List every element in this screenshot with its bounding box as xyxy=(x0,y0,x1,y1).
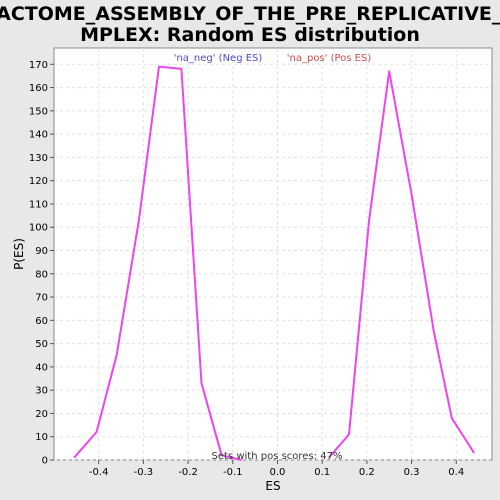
y-tick-label: 20 xyxy=(35,409,48,420)
chart-title-line-2: MPLEX: Random ES distribution xyxy=(80,24,420,46)
y-tick-label: 110 xyxy=(29,199,48,210)
y-tick-label: 100 xyxy=(29,223,48,234)
plot-area xyxy=(53,47,493,461)
x-tick-label: 0.1 xyxy=(314,467,330,478)
x-tick-label: 0.2 xyxy=(359,467,375,478)
y-tick-label: 0 xyxy=(42,456,48,467)
y-tick-label: 150 xyxy=(29,106,48,117)
x-tick-label: 0.0 xyxy=(270,467,286,478)
y-tick-label: 10 xyxy=(35,432,48,443)
y-axis-label: P(ES) xyxy=(12,238,26,270)
x-tick-label: -0.3 xyxy=(134,467,154,478)
y-tick-label: 70 xyxy=(35,293,48,304)
x-tick-label: 0.3 xyxy=(404,467,420,478)
series-line-1 xyxy=(73,65,242,461)
pos-scores-annotation: Sets with pos scores: 47% xyxy=(212,451,343,462)
y-tick-label: 140 xyxy=(29,130,48,141)
y-tick-label: 120 xyxy=(29,176,48,187)
series-layer xyxy=(73,65,475,461)
legend-entry-neg: 'na_neg' (Neg ES) xyxy=(174,53,263,64)
y-tick-label: 130 xyxy=(29,153,48,164)
y-tick-label: 50 xyxy=(35,339,48,350)
chart-title-line-1: REACTOME_ASSEMBLY_OF_THE_PRE_REPLICATIVE… xyxy=(0,3,500,25)
y-tick-label: 40 xyxy=(35,362,48,373)
x-tick-label: 0.4 xyxy=(448,467,464,478)
y-tick-label: 90 xyxy=(35,246,48,257)
grid-lines xyxy=(54,48,492,461)
x-axis-label: ES xyxy=(265,479,280,493)
x-tick-label: -0.4 xyxy=(89,467,109,478)
x-tick-label: -0.1 xyxy=(223,467,243,478)
y-tick-label: 30 xyxy=(35,386,48,397)
y-tick-label: 80 xyxy=(35,269,48,280)
y-tick-label: 170 xyxy=(29,60,48,71)
legend-entry-pos: 'na_pos' (Pos ES) xyxy=(287,53,372,64)
series-line-2 xyxy=(328,70,475,459)
y-tick-label: 160 xyxy=(29,83,48,94)
x-axis-ticks: -0.4 -0.3 -0.2 -0.1 0.0 0.1 0.2 0.3 0.4 xyxy=(89,460,464,478)
x-tick-label: -0.2 xyxy=(178,467,198,478)
y-axis-ticks: 0 10 20 30 40 50 60 70 80 90 100 110 120 130 140 150 160… xyxy=(29,60,54,467)
y-tick-label: 60 xyxy=(35,316,48,327)
